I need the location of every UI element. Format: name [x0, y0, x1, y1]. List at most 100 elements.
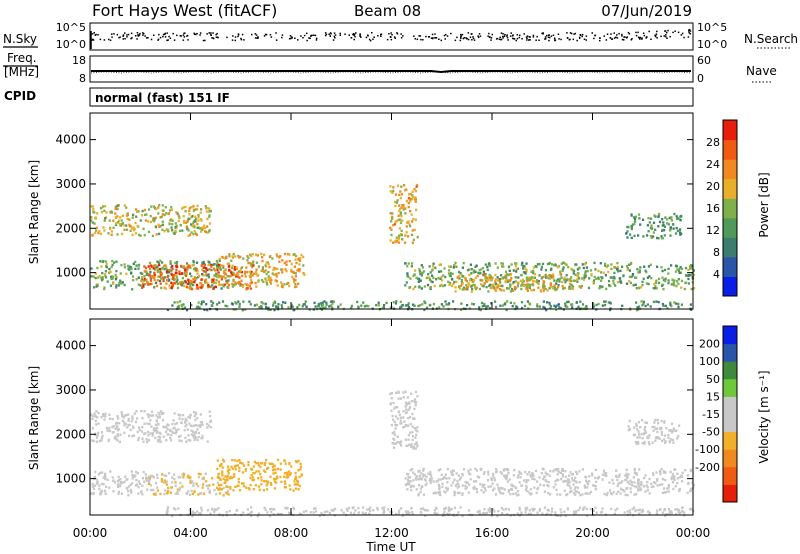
echo-cell: [294, 285, 297, 289]
echo-cell: [419, 304, 422, 307]
echo-cell: [626, 236, 629, 239]
echo-cell: [616, 478, 619, 482]
echo-cell: [159, 432, 162, 435]
echo-cell: [563, 286, 566, 290]
echo-cell: [296, 269, 299, 272]
noise-sample: [435, 37, 438, 39]
echo-cell: [637, 271, 640, 274]
echo-cell: [250, 506, 253, 509]
echo-cell: [393, 407, 396, 410]
echo-cell: [114, 205, 117, 208]
echo-cell: [357, 507, 360, 510]
echo-cell: [377, 304, 380, 307]
echo-cell: [510, 488, 514, 491]
echo-cell: [279, 281, 283, 284]
noise-sample: [359, 35, 361, 37]
echo-cell: [122, 224, 125, 227]
echo-cell: [488, 306, 492, 310]
echo-cell: [267, 263, 270, 266]
echo-cell: [631, 507, 634, 511]
echo-cell: [195, 233, 198, 237]
echo-cell: [610, 492, 614, 496]
echo-cell: [143, 265, 146, 268]
echo-cell: [644, 474, 647, 477]
echo-cell: [215, 508, 218, 511]
echo-cell: [520, 273, 523, 277]
noise-sample: [352, 33, 355, 35]
echo-cell: [239, 489, 242, 492]
echo-cell: [190, 206, 193, 209]
echo-cell: [297, 459, 300, 463]
echo-cell: [528, 471, 531, 474]
echo-cell: [134, 260, 137, 264]
echo-cell: [274, 267, 277, 270]
echo-cell: [196, 438, 199, 442]
echo-cell: [506, 474, 509, 477]
echo-cell: [175, 274, 178, 277]
echo-cell: [294, 477, 297, 480]
echo-cell: [637, 478, 640, 481]
echo-cell: [631, 274, 634, 277]
echo-cell: [525, 484, 528, 488]
echo-cell: [116, 207, 119, 211]
echo-cell: [197, 226, 200, 229]
echo-cell: [566, 305, 569, 308]
echo-cell: [141, 209, 144, 213]
echo-cell: [185, 225, 188, 229]
echo-cell: [419, 272, 422, 276]
echo-cell: [132, 426, 135, 430]
echo-cell: [450, 284, 454, 288]
echo-cell: [569, 471, 572, 474]
echo-cell: [664, 478, 667, 482]
echo-cell: [100, 482, 103, 486]
echo-cell: [433, 511, 436, 515]
echo-cell: [609, 489, 612, 492]
echo-cell: [187, 474, 190, 477]
echo-cell: [550, 263, 554, 266]
echo-cell: [196, 416, 199, 420]
echo-cell: [405, 225, 408, 228]
noise-sample: [518, 36, 521, 39]
echo-cell: [466, 269, 470, 272]
echo-cell: [464, 287, 467, 291]
echo-cell: [421, 303, 424, 306]
echo-cell: [91, 414, 94, 418]
echo-cell: [137, 436, 140, 440]
echo-cell: [189, 283, 192, 287]
echo-cell: [141, 484, 144, 487]
echo-cell: [520, 301, 524, 304]
echo-cell: [222, 486, 225, 490]
echo-cell: [166, 428, 169, 431]
echo-cell: [233, 273, 236, 276]
noise-sample: [281, 36, 283, 39]
echo-cell: [185, 262, 189, 265]
echo-cell: [187, 229, 190, 232]
echo-cell: [625, 264, 629, 268]
echo-cell: [103, 273, 106, 276]
echo-cell: [411, 194, 414, 197]
echo-cell: [429, 481, 432, 485]
echo-cell: [532, 271, 535, 275]
noise-sample: [488, 36, 491, 39]
echo-cell: [520, 284, 523, 287]
echo-cell: [399, 300, 402, 303]
echo-cell: [165, 267, 168, 270]
noise-sample: [512, 37, 514, 40]
echo-cell: [600, 279, 603, 282]
echo-cell: [399, 196, 402, 200]
echo-cell: [575, 301, 578, 304]
echo-cell: [405, 411, 408, 414]
echo-cell: [191, 287, 194, 291]
echo-cell: [405, 199, 408, 203]
echo-cell: [633, 426, 636, 429]
echo-cell: [235, 267, 239, 270]
echo-cell: [108, 219, 111, 222]
noise-sample: [264, 33, 267, 36]
echo-cell: [558, 306, 561, 309]
echo-cell: [500, 289, 503, 292]
noise-sample: [270, 36, 273, 38]
echo-cell: [283, 459, 286, 462]
echo-cell: [153, 273, 156, 277]
echo-cell: [494, 283, 498, 286]
